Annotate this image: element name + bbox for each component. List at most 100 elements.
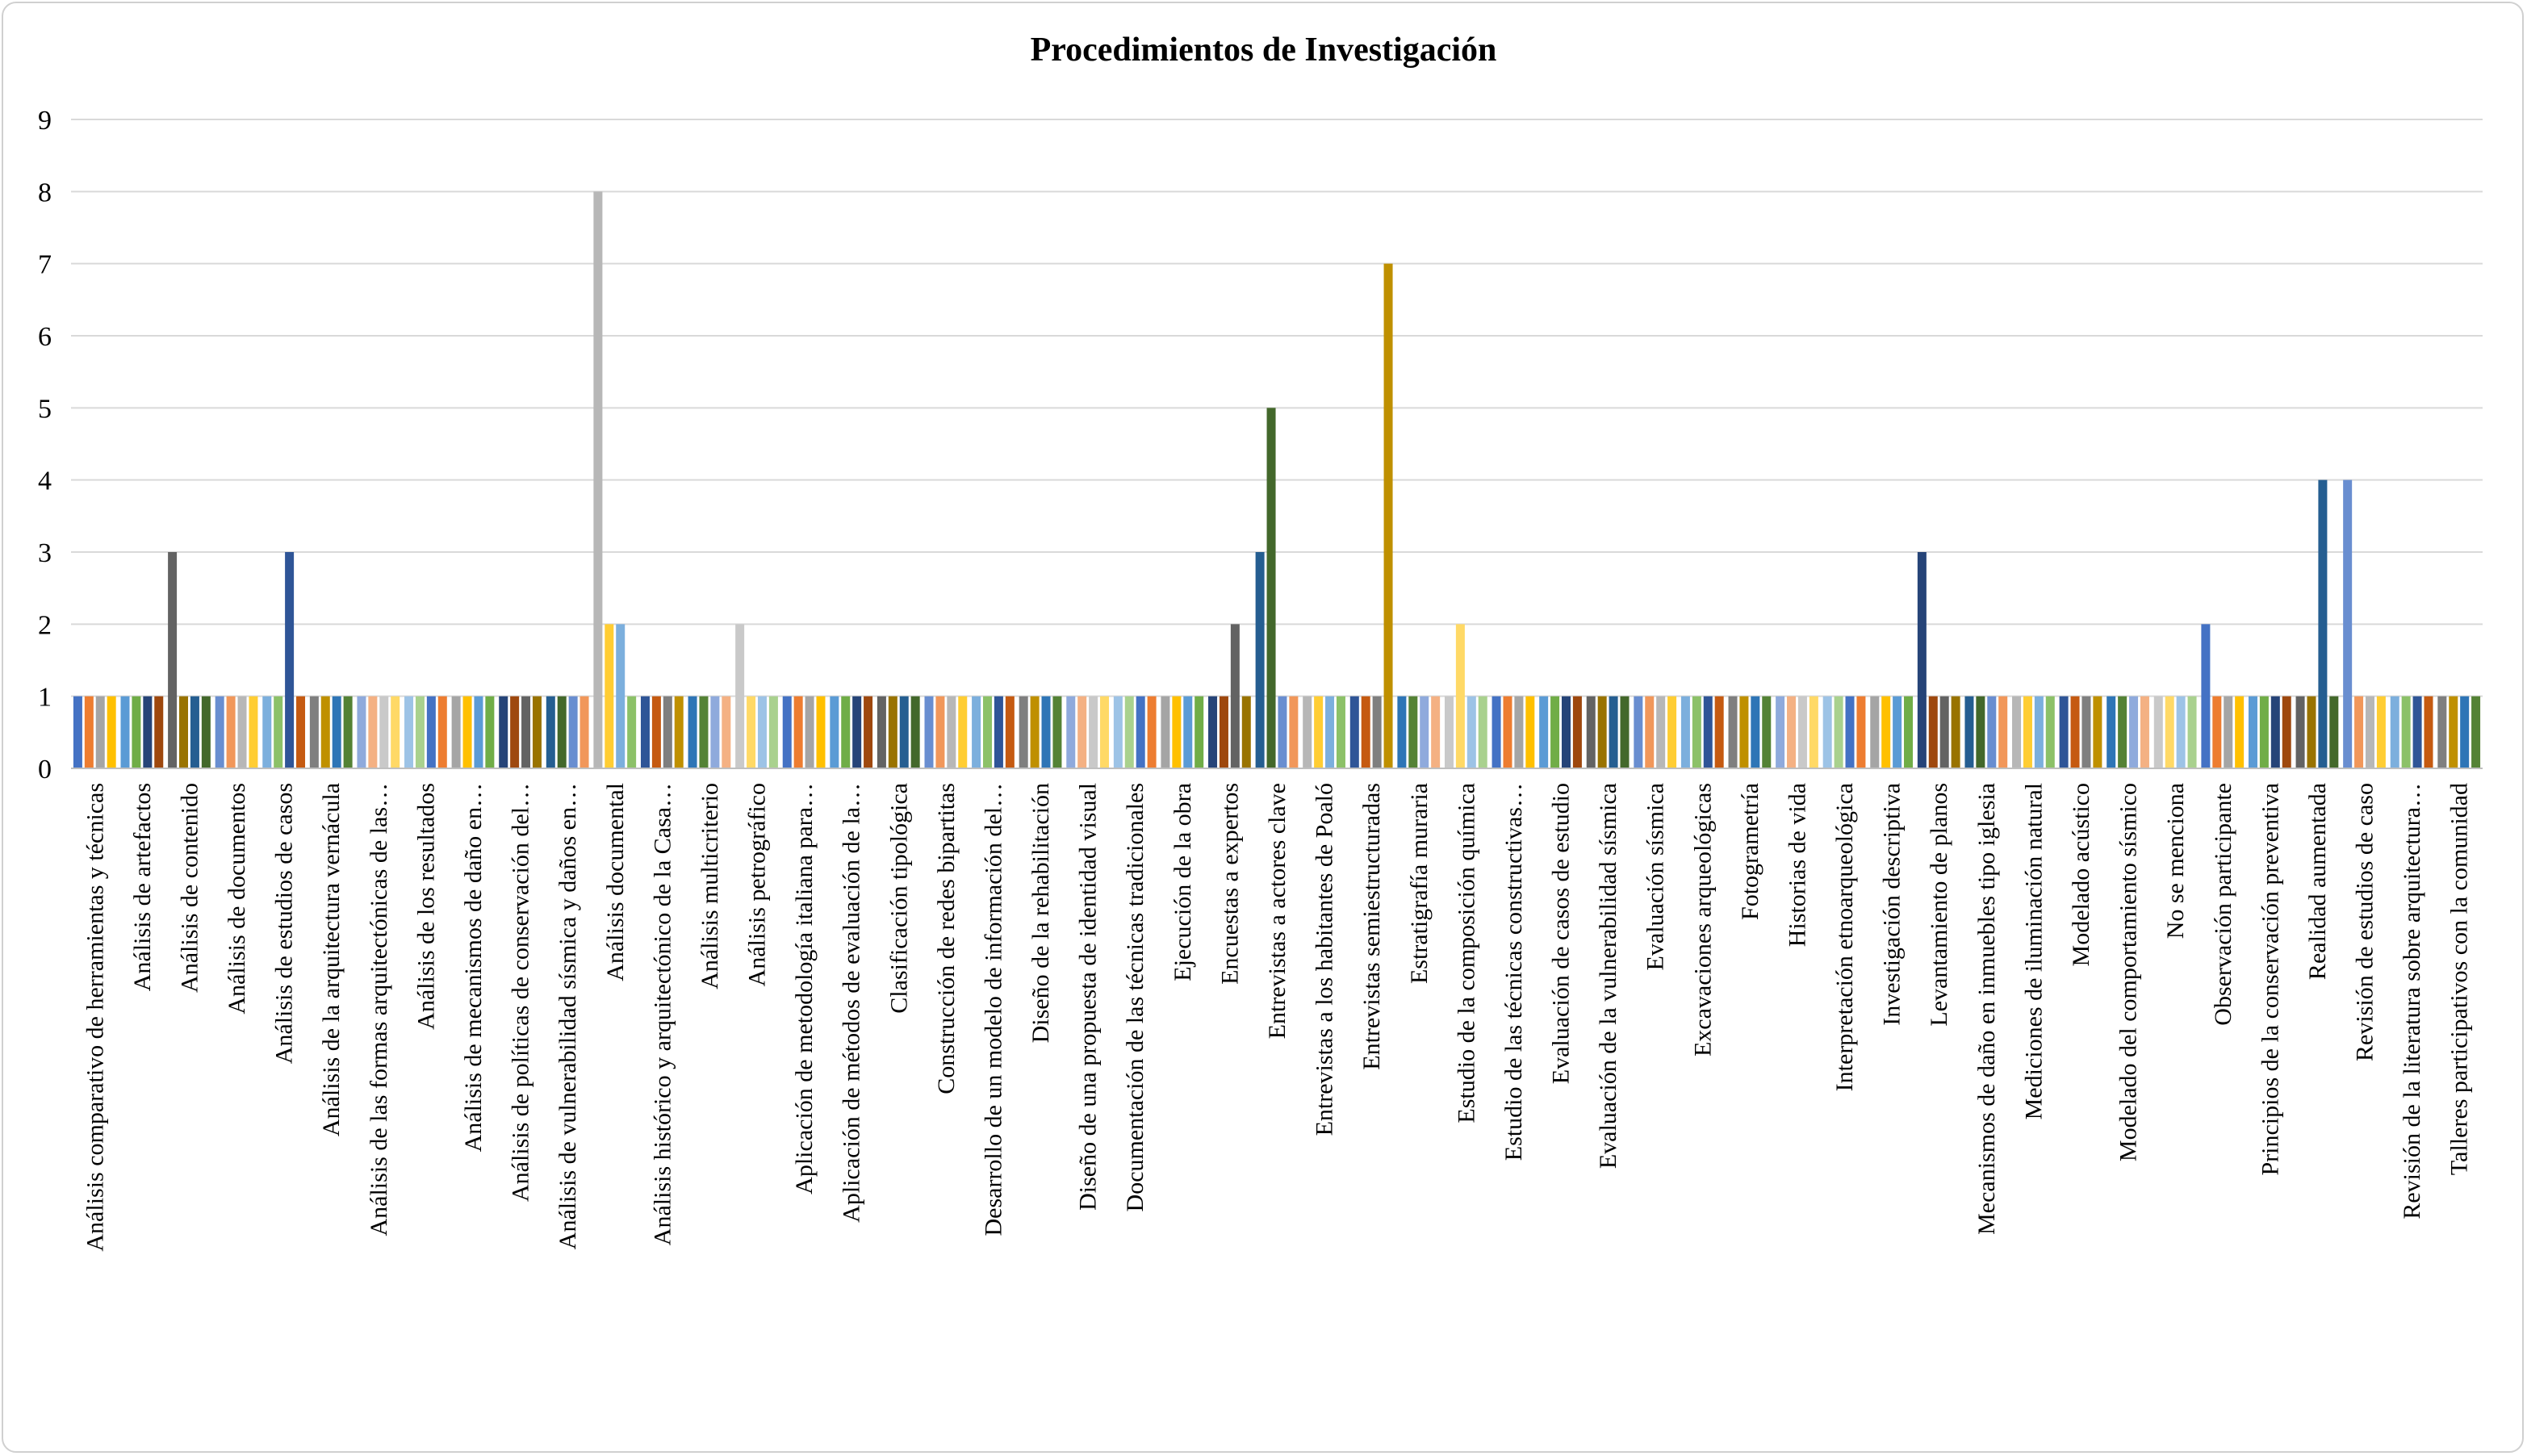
bar <box>899 696 909 768</box>
bar <box>1266 408 1276 768</box>
x-tick-label: Observación participante <box>2210 783 2236 1026</box>
bar <box>663 696 672 768</box>
bar <box>593 191 603 769</box>
bar <box>1431 696 1441 768</box>
bar <box>451 696 461 768</box>
bar <box>1998 696 2008 768</box>
bar <box>2165 696 2174 768</box>
bar <box>262 696 272 768</box>
bar <box>2187 696 2197 768</box>
bar <box>1714 696 1724 768</box>
bar <box>249 696 258 768</box>
bar <box>1762 696 1772 768</box>
bar <box>994 696 1003 768</box>
bar <box>2224 696 2233 768</box>
bar <box>1361 696 1370 768</box>
x-tick-label: Realidad aumentada <box>2304 783 2331 980</box>
bar <box>343 696 353 768</box>
x-tick-label: Análisis multicriterio <box>697 783 723 989</box>
bar <box>1208 696 1218 768</box>
bar <box>84 696 94 768</box>
bar <box>983 696 993 768</box>
bar <box>747 696 756 768</box>
x-tick-label: Talleres participativos con la comunidad <box>2446 783 2473 1175</box>
bar <box>605 624 614 768</box>
bar <box>816 696 826 768</box>
bar <box>1219 696 1228 768</box>
bar <box>688 696 697 768</box>
y-tick-label: 2 <box>38 610 52 640</box>
x-tick-label: Documentación de las técnicas tradiciona… <box>1122 783 1148 1211</box>
bar <box>1124 696 1134 768</box>
bar <box>1834 696 1843 768</box>
bar <box>2081 696 2091 768</box>
bar <box>2235 696 2245 768</box>
x-tick-label: Entrevistas semiestructuradas <box>1358 783 1385 1070</box>
bar <box>1383 263 1393 769</box>
bar <box>557 696 567 768</box>
bar <box>2118 696 2127 768</box>
bar <box>1728 696 1738 768</box>
x-tick-label: Diseño de una propuesta de identidad vis… <box>1075 783 1102 1211</box>
bar <box>2295 696 2305 768</box>
bar <box>1455 624 1465 768</box>
bar <box>1776 696 1785 768</box>
bar <box>1314 696 1324 768</box>
x-tick-label: Análisis de mecanismos de daño en… <box>460 783 487 1152</box>
bar <box>1303 696 1312 768</box>
bar <box>1870 696 1880 768</box>
bar <box>1444 696 1454 768</box>
bar <box>215 696 224 768</box>
bar <box>546 696 555 768</box>
x-tick-label: Análisis de la arquitectura vernácula <box>318 783 345 1136</box>
x-tick-label: Construcción de redes bipartitas <box>933 783 960 1094</box>
bar <box>2070 696 2080 768</box>
bar <box>2107 696 2116 768</box>
bar <box>2343 479 2353 768</box>
bar <box>143 696 153 768</box>
bar <box>1336 696 1345 768</box>
bar <box>2401 696 2411 768</box>
y-tick-label: 1 <box>38 683 52 713</box>
x-tick-label: Aplicación de metodología italiana para… <box>791 783 818 1195</box>
bar <box>2365 696 2374 768</box>
x-tick-label: Clasificación tipológica <box>885 783 912 1014</box>
bar <box>2023 696 2032 768</box>
bar <box>793 696 803 768</box>
x-tick-label: Mediciones de iluminación natural <box>2020 783 2047 1119</box>
bar <box>179 696 189 768</box>
bar <box>521 696 531 768</box>
y-tick-label: 6 <box>38 322 52 352</box>
bar <box>1089 696 1098 768</box>
bar <box>1136 696 1145 768</box>
bar <box>2129 696 2139 768</box>
x-tick-label: Modelado acústico <box>2068 783 2094 966</box>
x-tick-label: Análisis petrográfico <box>744 783 771 986</box>
bar <box>1147 696 1157 768</box>
bar <box>1787 696 1797 768</box>
bar <box>1692 696 1701 768</box>
bar <box>864 696 873 768</box>
bar <box>958 696 968 768</box>
bar <box>1466 696 1476 768</box>
bar <box>1620 696 1630 768</box>
bar <box>499 696 508 768</box>
x-tick-label: Análisis de los resultados <box>412 783 439 1030</box>
bar <box>474 696 483 768</box>
bar <box>1822 696 1832 768</box>
bar <box>2012 696 2022 768</box>
bar <box>1019 696 1028 768</box>
bar <box>830 696 839 768</box>
bar <box>651 696 661 768</box>
bar <box>1183 696 1193 768</box>
x-tick-label: Análisis de políticas de conservación de… <box>508 783 534 1202</box>
x-tick-label: Excavaciones arqueológicas <box>1689 783 1716 1056</box>
bar <box>841 696 851 768</box>
bar <box>2059 696 2069 768</box>
y-tick-label: 9 <box>38 106 52 136</box>
bar <box>285 552 295 768</box>
x-tick-label: Evaluación de casos de estudio <box>1548 783 1575 1084</box>
bar <box>485 696 495 768</box>
x-tick-label: Historias de vida <box>1784 783 1810 947</box>
